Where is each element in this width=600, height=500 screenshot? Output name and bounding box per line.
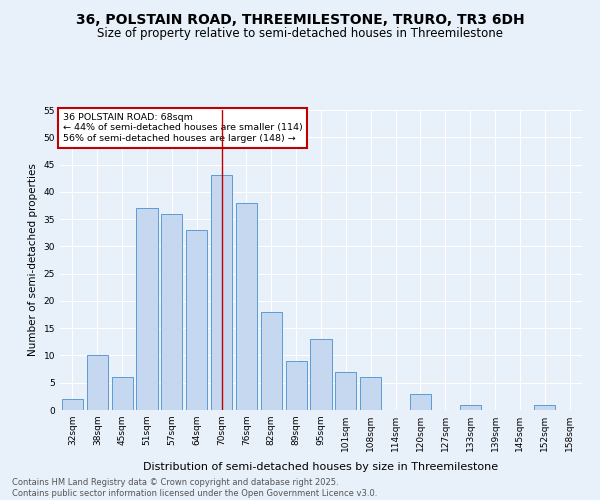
Text: Contains HM Land Registry data © Crown copyright and database right 2025.
Contai: Contains HM Land Registry data © Crown c… <box>12 478 377 498</box>
Bar <box>360 378 381 410</box>
Bar <box>310 339 332 410</box>
Bar <box>211 176 232 410</box>
Bar <box>62 399 83 410</box>
Bar <box>236 202 257 410</box>
Bar <box>460 404 481 410</box>
Bar <box>112 378 133 410</box>
Bar <box>534 404 555 410</box>
Bar <box>410 394 431 410</box>
Y-axis label: Number of semi-detached properties: Number of semi-detached properties <box>28 164 38 356</box>
Text: Size of property relative to semi-detached houses in Threemilestone: Size of property relative to semi-detach… <box>97 28 503 40</box>
Text: 36, POLSTAIN ROAD, THREEMILESTONE, TRURO, TR3 6DH: 36, POLSTAIN ROAD, THREEMILESTONE, TRURO… <box>76 12 524 26</box>
Bar <box>186 230 207 410</box>
Bar <box>87 356 108 410</box>
X-axis label: Distribution of semi-detached houses by size in Threemilestone: Distribution of semi-detached houses by … <box>143 462 499 472</box>
Text: 36 POLSTAIN ROAD: 68sqm
← 44% of semi-detached houses are smaller (114)
56% of s: 36 POLSTAIN ROAD: 68sqm ← 44% of semi-de… <box>62 113 302 143</box>
Bar <box>161 214 182 410</box>
Bar <box>136 208 158 410</box>
Bar <box>286 361 307 410</box>
Bar <box>261 312 282 410</box>
Bar <box>335 372 356 410</box>
